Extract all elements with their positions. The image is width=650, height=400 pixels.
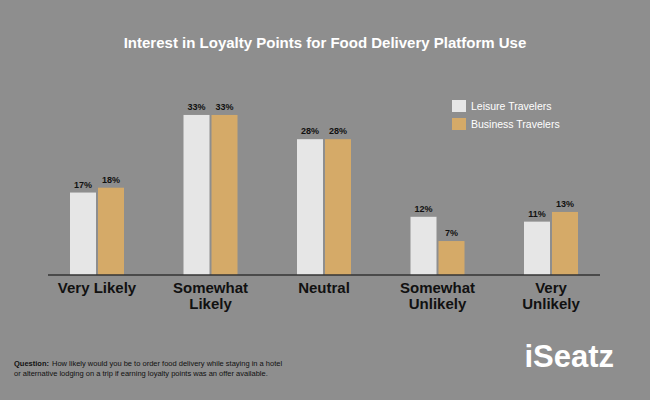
category-label: Neutral	[298, 279, 350, 296]
category-line: Very Likely	[58, 279, 137, 296]
category-line: Likely	[189, 295, 232, 312]
bars	[70, 115, 578, 275]
data-label: 12%	[414, 204, 432, 214]
category-line: Neutral	[298, 279, 350, 296]
data-label: 18%	[102, 175, 120, 185]
category-label: Very Likely	[58, 279, 137, 296]
footnote-label: Question:	[14, 359, 49, 368]
data-labels: 17% 33% 28% 12% 11% 18% 33% 28% 7% 13%	[74, 102, 574, 238]
data-label: 11%	[528, 209, 546, 219]
title: Interest in Loyalty Points for Food Deli…	[124, 34, 527, 51]
category-label: VeryUnlikely	[522, 279, 580, 312]
data-label: 7%	[445, 228, 458, 238]
data-label: 28%	[329, 126, 347, 136]
category-line: Unlikely	[409, 295, 467, 312]
bar	[70, 193, 96, 275]
data-label: 13%	[556, 199, 574, 209]
bar	[411, 217, 437, 275]
bar	[98, 188, 124, 275]
category-label: SomewhatLikely	[173, 279, 248, 312]
bar	[439, 241, 465, 275]
data-label: 28%	[301, 126, 319, 136]
data-label: 33%	[187, 102, 205, 112]
category-label: SomewhatUnlikely	[400, 279, 475, 312]
bar	[552, 212, 578, 275]
bar	[184, 115, 210, 275]
chart: Interest in Loyalty Points for Food Deli…	[0, 0, 650, 400]
legend-label: Business Travelers	[471, 118, 560, 130]
background	[0, 0, 650, 400]
logo: iSeatz	[524, 339, 614, 374]
bar	[212, 115, 238, 275]
footnote-line: or alternative lodging on a trip if earn…	[14, 369, 268, 378]
footnote: Question:How likely would you be to orde…	[14, 359, 282, 378]
data-label: 17%	[74, 180, 92, 190]
bar	[325, 139, 351, 275]
legend-swatch	[452, 118, 466, 130]
footnote-line: How likely would you be to order food de…	[52, 359, 282, 368]
legend-swatch	[452, 100, 466, 112]
category-line: Somewhat	[173, 279, 248, 296]
category-line: Very	[535, 279, 567, 296]
bar	[524, 222, 550, 275]
baseline	[48, 274, 600, 276]
legend-label: Leisure Travelers	[471, 100, 552, 112]
category-line: Unlikely	[522, 295, 580, 312]
data-label: 33%	[215, 102, 233, 112]
bar	[297, 139, 323, 275]
category-line: Somewhat	[400, 279, 475, 296]
